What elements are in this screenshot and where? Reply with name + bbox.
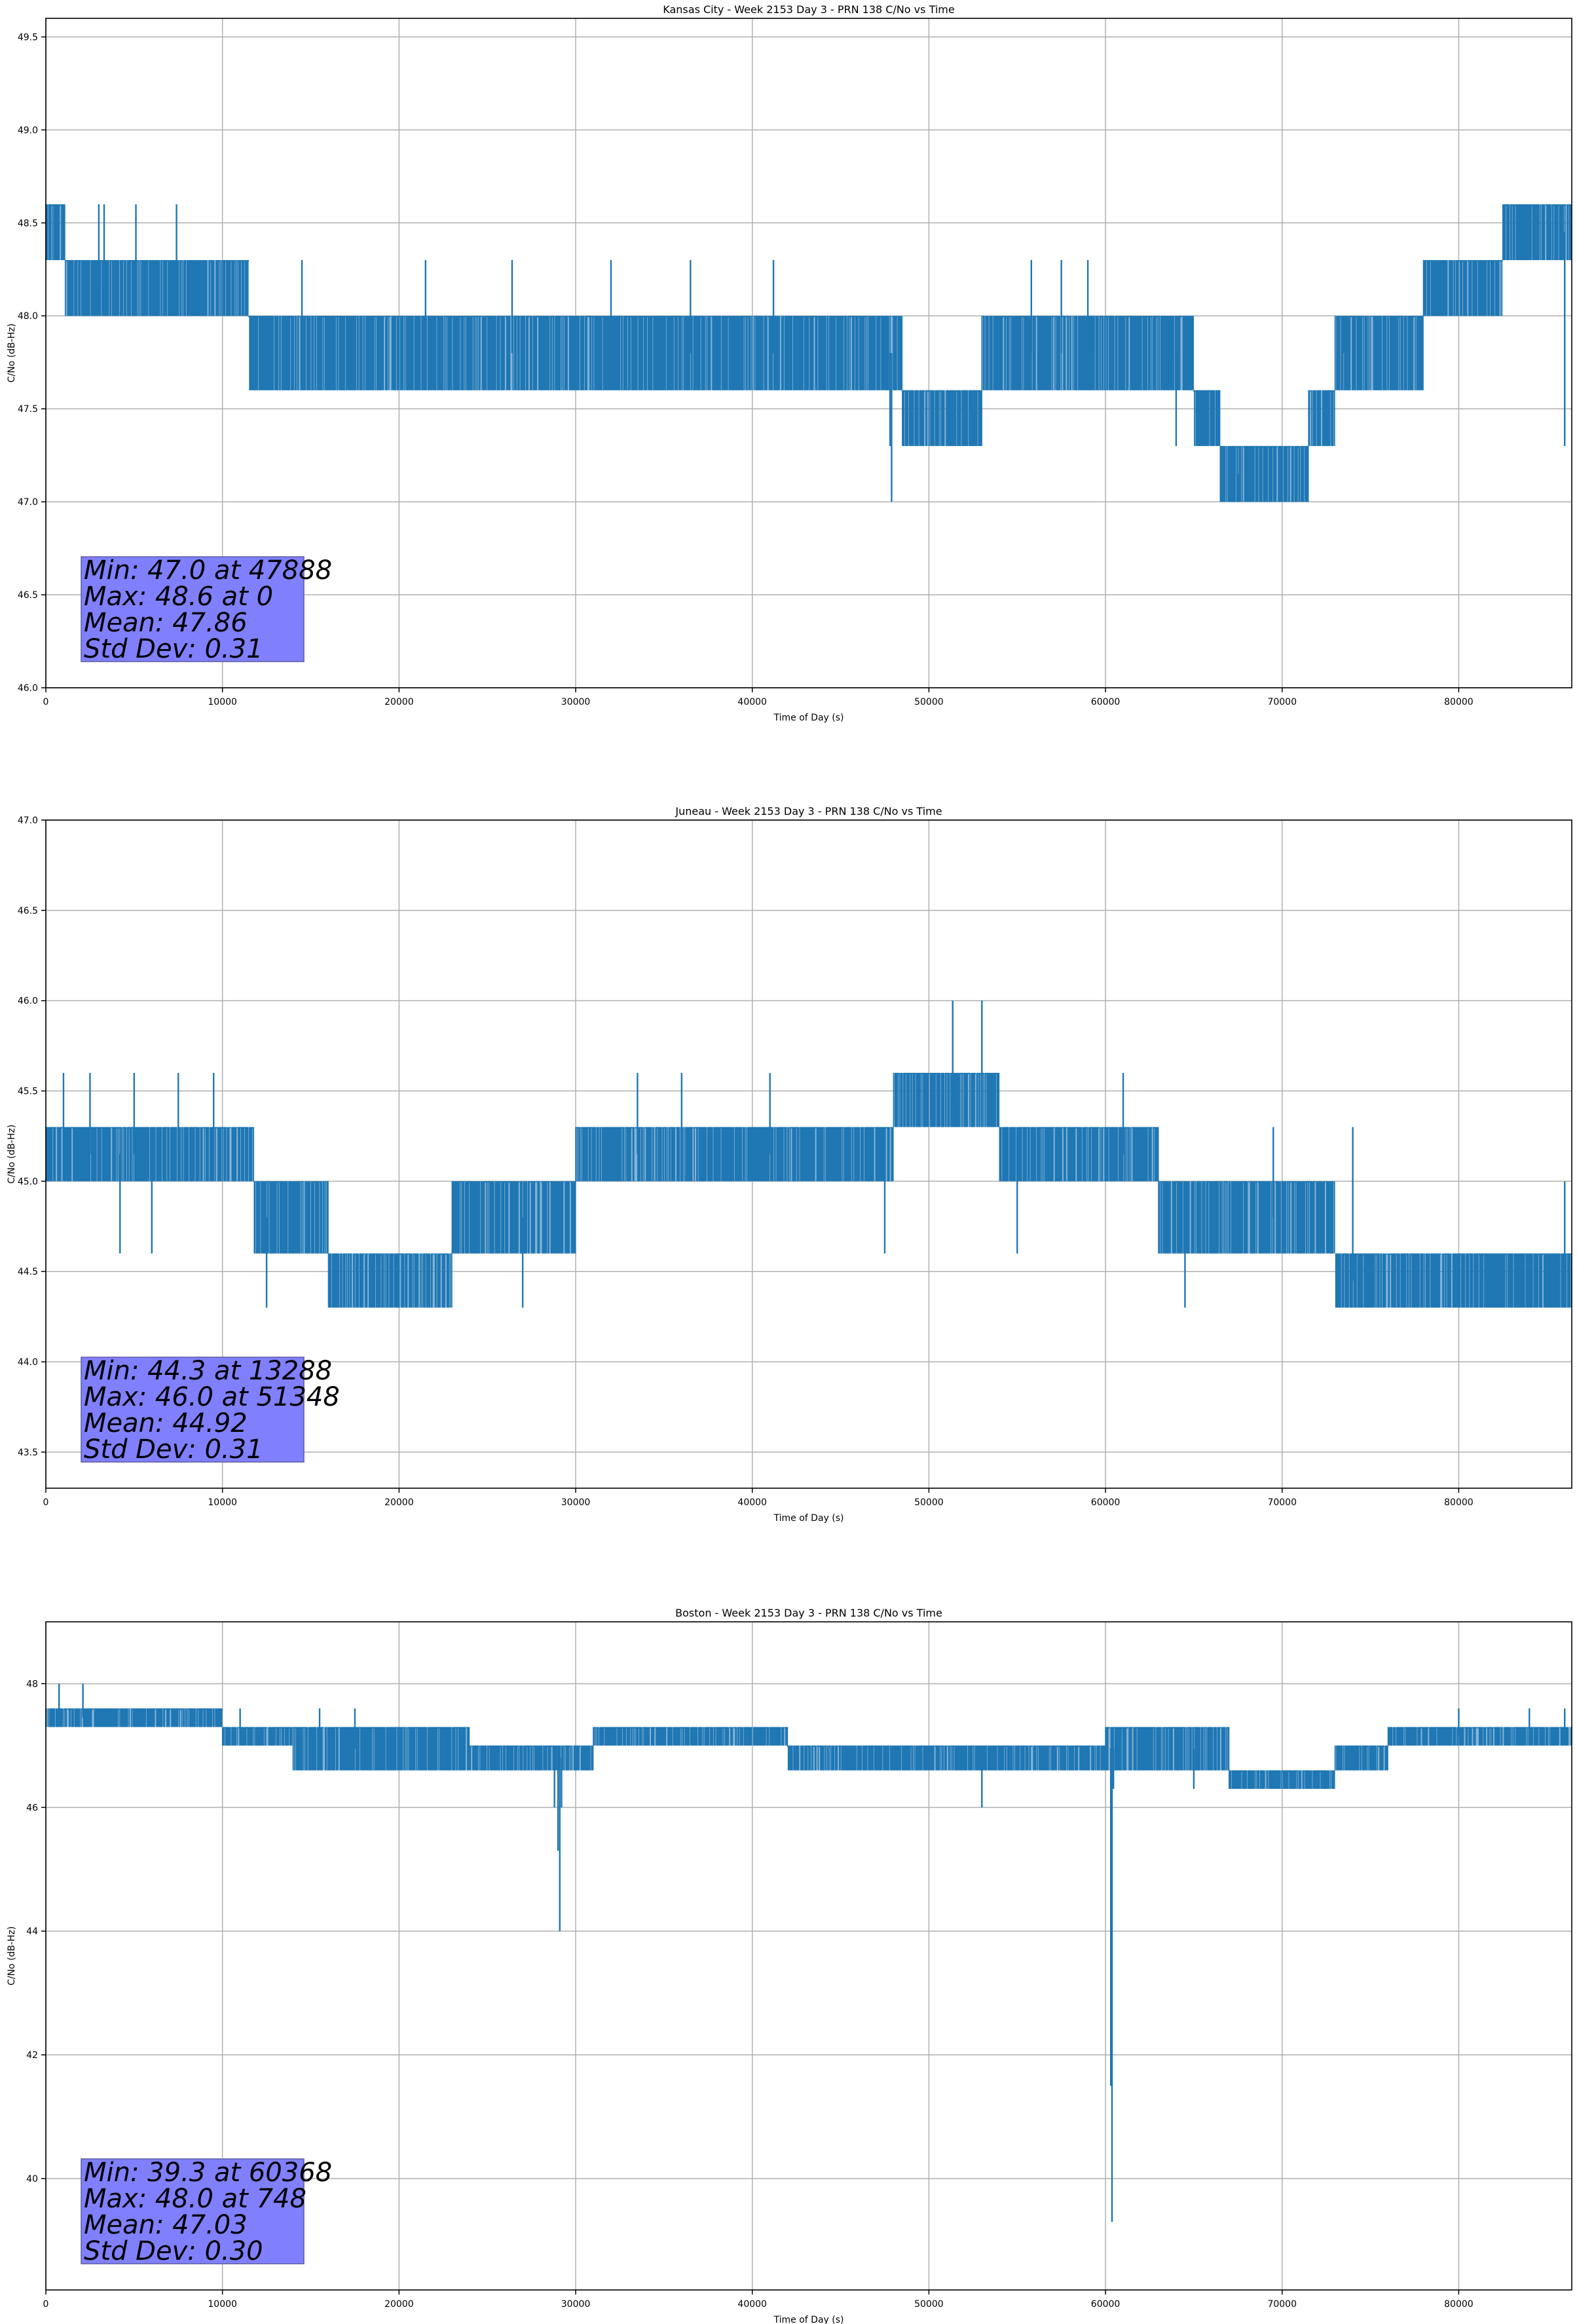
x-tick-label: 20000 bbox=[384, 2299, 414, 2310]
y-tick-label: 47.0 bbox=[18, 815, 38, 826]
chart-panel-1: 0 10000 20000 30000 40000 50000 60000 70000 8000… bbox=[7, 3, 1572, 723]
stats-line: Max: 48.6 at 0 bbox=[84, 582, 273, 612]
x-tick-label: 70000 bbox=[1267, 697, 1297, 707]
y-tick-label: 46.0 bbox=[18, 996, 38, 1007]
chart-title: Kansas City - Week 2153 Day 3 - PRN 138 … bbox=[663, 3, 954, 16]
x-tick-label: 30000 bbox=[561, 697, 591, 707]
x-tick-label: 20000 bbox=[384, 697, 414, 707]
x-tick-label: 40000 bbox=[737, 1497, 767, 1508]
chart-title: Juneau - Week 2153 Day 3 - PRN 138 C/No … bbox=[675, 805, 942, 817]
stats-box bbox=[81, 556, 305, 662]
y-tick-label: 49.0 bbox=[18, 125, 38, 136]
stats-line: Mean: 47.03 bbox=[84, 2210, 248, 2240]
x-tick-label: 40000 bbox=[737, 2299, 767, 2310]
x-tick-label: 70000 bbox=[1267, 2299, 1297, 2310]
series-line bbox=[45, 1708, 1572, 1789]
stats-line: Std Dev: 0.31 bbox=[84, 634, 263, 664]
x-tick-label: 80000 bbox=[1444, 2299, 1474, 2310]
y-axis-label: C/No (dB-Hz) bbox=[7, 1926, 17, 1985]
y-tick-label: 46.0 bbox=[18, 683, 38, 694]
y-tick-label: 40 bbox=[26, 2174, 38, 2184]
y-tick-label: 45.5 bbox=[18, 1087, 38, 1097]
stats-line: Min: 39.3 at 60368 bbox=[84, 2158, 332, 2188]
plot-frame bbox=[45, 18, 1572, 688]
stats-box bbox=[81, 2158, 305, 2264]
x-tick-label: 0 bbox=[43, 1497, 49, 1508]
x-tick-label: 80000 bbox=[1444, 1497, 1474, 1508]
stats-line: Mean: 44.92 bbox=[84, 1408, 248, 1438]
y-axis-label: C/No (dB-Hz) bbox=[7, 324, 17, 383]
stats-line: Std Dev: 0.30 bbox=[84, 2236, 263, 2266]
x-tick-label: 10000 bbox=[208, 697, 237, 707]
x-tick-label: 30000 bbox=[561, 2299, 591, 2310]
y-tick-label: 44.5 bbox=[18, 1267, 38, 1277]
x-tick-label: 60000 bbox=[1091, 1497, 1121, 1508]
chart-panel-3: 0 10000 20000 30000 40000 50000 60000 70000 8000… bbox=[7, 1607, 1572, 2324]
y-tick-label: 47.5 bbox=[18, 404, 38, 415]
x-tick-label: 50000 bbox=[914, 1497, 944, 1508]
y-tick-label: 44.0 bbox=[18, 1357, 38, 1368]
stats-line: Max: 46.0 at 51348 bbox=[84, 1382, 340, 1412]
y-tick-label: 48.0 bbox=[18, 311, 38, 322]
x-tick-label: 10000 bbox=[208, 1497, 237, 1508]
x-tick-label: 60000 bbox=[1091, 2299, 1121, 2310]
y-tick-label: 48 bbox=[26, 1679, 38, 1689]
y-tick-label: 47.0 bbox=[18, 497, 38, 508]
stats-line: Min: 44.3 at 13288 bbox=[84, 1356, 332, 1386]
plot-frame bbox=[45, 819, 1572, 1489]
stats-box bbox=[81, 1357, 305, 1463]
x-axis-label: Time of Day (s) bbox=[773, 1513, 844, 1524]
chart-title: Boston - Week 2153 Day 3 - PRN 138 C/No … bbox=[675, 1607, 942, 1619]
stats-line: Mean: 47.86 bbox=[84, 608, 248, 638]
stats-line: Min: 47.0 at 47888 bbox=[84, 555, 332, 586]
y-tick-label: 44 bbox=[26, 1926, 38, 1937]
y-tick-label: 49.5 bbox=[18, 32, 38, 43]
y-tick-label: 45.0 bbox=[18, 1176, 38, 1187]
x-tick-label: 70000 bbox=[1267, 1497, 1297, 1508]
stats-line: Std Dev: 0.31 bbox=[84, 1434, 263, 1465]
x-tick-label: 80000 bbox=[1444, 697, 1474, 707]
y-axis-label: C/No (dB-Hz) bbox=[7, 1125, 17, 1184]
x-tick-label: 40000 bbox=[737, 697, 767, 707]
x-tick-label: 0 bbox=[43, 697, 49, 707]
x-tick-label: 30000 bbox=[561, 1497, 591, 1508]
series-line bbox=[45, 204, 1572, 502]
x-tick-label: 50000 bbox=[914, 697, 944, 707]
x-axis-label: Time of Day (s) bbox=[773, 713, 844, 723]
x-axis-label: Time of Day (s) bbox=[773, 2315, 844, 2324]
plot-frame bbox=[45, 1621, 1572, 2291]
series-line bbox=[45, 1072, 1572, 1308]
y-tick-label: 48.5 bbox=[18, 218, 38, 229]
chart-panel-2: 0 10000 20000 30000 40000 50000 60000 70000 8000… bbox=[7, 805, 1572, 1524]
y-tick-label: 46 bbox=[26, 1803, 38, 1813]
x-tick-label: 50000 bbox=[914, 2299, 944, 2310]
y-tick-label: 46.5 bbox=[18, 906, 38, 916]
stats-line: Max: 48.0 at 748 bbox=[84, 2184, 306, 2214]
x-tick-label: 0 bbox=[43, 2299, 49, 2310]
x-tick-label: 60000 bbox=[1091, 697, 1121, 707]
x-tick-label: 20000 bbox=[384, 1497, 414, 1508]
y-tick-label: 46.5 bbox=[18, 590, 38, 601]
x-tick-label: 10000 bbox=[208, 2299, 237, 2310]
y-tick-label: 42 bbox=[26, 2050, 38, 2061]
y-tick-label: 43.5 bbox=[18, 1448, 38, 1458]
